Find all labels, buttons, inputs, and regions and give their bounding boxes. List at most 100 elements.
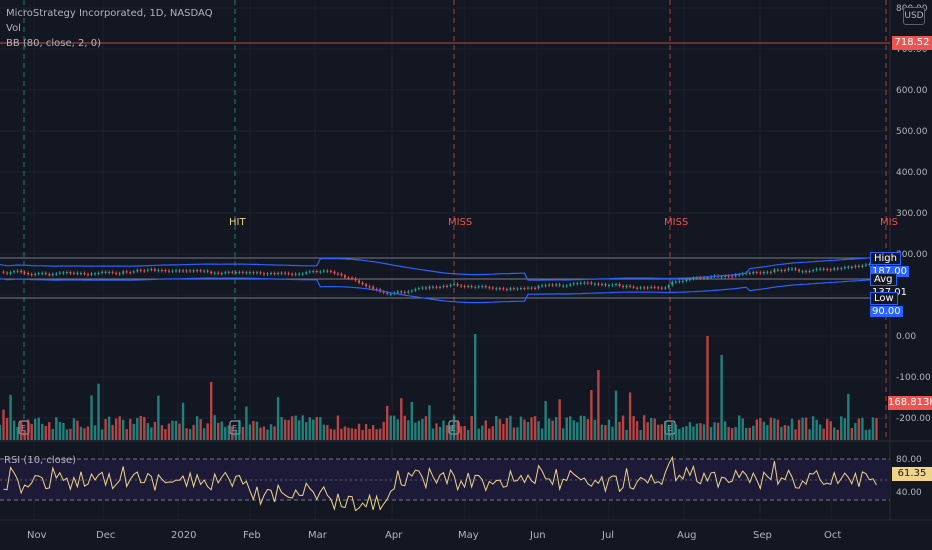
volume-bar xyxy=(646,422,649,440)
low-row: Low 90.00 xyxy=(870,292,932,317)
volume-bar xyxy=(227,425,230,440)
candle xyxy=(400,291,403,293)
candle xyxy=(442,285,445,288)
candle xyxy=(495,288,498,290)
candle xyxy=(558,284,561,286)
currency-badge[interactable]: USD xyxy=(903,7,925,25)
volume-bar xyxy=(579,415,582,440)
candle xyxy=(590,282,593,284)
rsi-indicator-label[interactable]: RSI (10, close) xyxy=(4,455,77,466)
volume-bar xyxy=(502,423,505,440)
candle xyxy=(428,286,431,289)
earnings-result-4: MIS xyxy=(880,217,898,228)
bollinger-indicator-label[interactable]: BB (80, close, 2, 0) xyxy=(6,38,101,49)
volume-bar xyxy=(847,393,850,440)
volume-bar xyxy=(871,417,875,440)
volume-bar xyxy=(727,427,730,440)
volume-indicator-label[interactable]: Vol xyxy=(6,23,21,34)
candle xyxy=(435,286,438,288)
candle xyxy=(241,271,244,273)
candle xyxy=(453,283,456,285)
volume-bar xyxy=(37,417,40,440)
volume-bar xyxy=(48,422,51,440)
volume-bar xyxy=(716,422,720,440)
rsi-current-label: 61.35 xyxy=(892,467,932,481)
candle xyxy=(108,271,111,273)
candle xyxy=(794,268,797,270)
volume-bar xyxy=(762,421,766,440)
candle xyxy=(671,281,674,286)
candle xyxy=(97,272,100,274)
candle xyxy=(284,272,287,274)
candle xyxy=(474,286,477,288)
volume-bar xyxy=(111,424,114,440)
volume-bar xyxy=(308,417,311,440)
candle xyxy=(850,266,853,268)
candle xyxy=(189,270,192,272)
candle xyxy=(160,269,163,271)
symbol-title[interactable]: MicroStrategy Incorporated, 1D, NASDAQ xyxy=(6,8,213,19)
candle xyxy=(382,291,385,293)
volume-bar xyxy=(607,419,611,440)
volume-bar xyxy=(245,406,248,440)
candle xyxy=(653,286,656,288)
candle xyxy=(259,272,262,274)
volume-bar xyxy=(69,428,72,440)
volume-bar xyxy=(755,419,758,440)
candle xyxy=(646,287,649,289)
candle xyxy=(847,266,850,268)
candle xyxy=(615,284,617,286)
time-label-10: Sep xyxy=(753,530,772,541)
candle xyxy=(643,287,646,289)
candle xyxy=(607,285,610,287)
volume-bar xyxy=(533,416,537,440)
volume-bar xyxy=(146,423,150,440)
volume-bar xyxy=(551,420,554,440)
candle xyxy=(692,277,695,280)
volume-bar xyxy=(558,399,561,440)
volume-bar xyxy=(804,417,808,440)
price-tick-2: 600.00 xyxy=(896,86,928,96)
candle xyxy=(773,269,776,273)
candle xyxy=(512,288,515,290)
candle xyxy=(136,269,139,272)
candle xyxy=(456,283,459,286)
candle xyxy=(727,275,730,277)
volume-bar xyxy=(667,426,670,440)
earnings-marker-text-1: E xyxy=(232,424,237,433)
candle xyxy=(37,273,40,275)
volume-bar xyxy=(62,422,65,440)
candle xyxy=(122,271,125,274)
candle xyxy=(477,286,480,288)
volume-bar xyxy=(407,420,410,440)
volume-bar xyxy=(681,427,685,440)
candle xyxy=(551,284,554,286)
volume-bar xyxy=(523,419,526,440)
candle xyxy=(72,272,75,274)
candle xyxy=(255,272,258,274)
candle xyxy=(776,269,779,271)
volume-bar xyxy=(424,416,428,440)
volume-bar xyxy=(315,417,318,440)
volume-bar xyxy=(400,398,403,440)
volume-bar xyxy=(590,390,593,440)
volume-bar xyxy=(30,423,33,440)
volume-bar xyxy=(576,422,579,440)
candle xyxy=(460,285,463,287)
volume-bar xyxy=(463,425,466,440)
volume-bar xyxy=(713,422,716,440)
candle xyxy=(51,273,54,276)
volume-bar xyxy=(826,418,829,440)
candle xyxy=(153,268,156,271)
volume-bar xyxy=(695,423,699,440)
volume-bar xyxy=(706,336,709,440)
volume-bar xyxy=(664,421,667,440)
volume-bar xyxy=(519,416,523,440)
volume-bar xyxy=(114,418,118,440)
volume-bar xyxy=(797,419,801,440)
volume-bar xyxy=(692,426,695,440)
candle xyxy=(389,293,392,295)
candle xyxy=(516,288,519,290)
volume-bar xyxy=(79,426,83,440)
